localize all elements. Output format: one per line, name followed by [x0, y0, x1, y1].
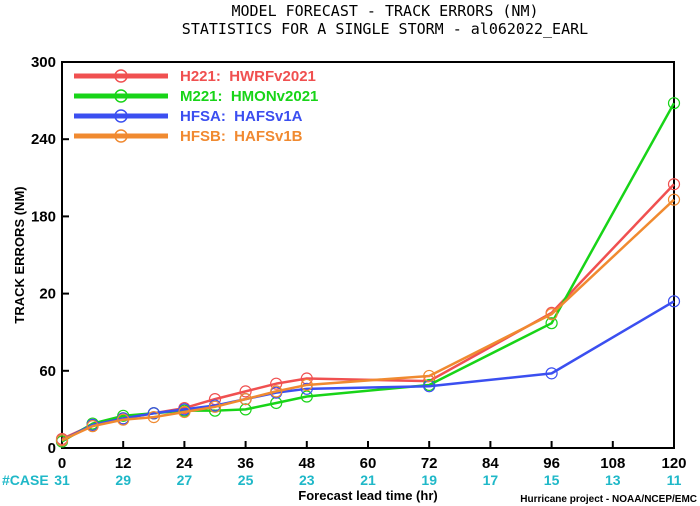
y-tick-label: 0 [48, 440, 56, 457]
y-tick-label: 60 [39, 363, 56, 380]
series-0 [55, 178, 681, 446]
legend-swatch-marker [114, 129, 128, 143]
series-line [61, 198, 675, 442]
x-tick-label: 12 [115, 455, 132, 472]
case-count: 27 [177, 472, 193, 488]
data-point [667, 193, 681, 206]
x-tick-label: 36 [237, 455, 254, 472]
case-count: 29 [115, 472, 131, 488]
case-count: 19 [421, 472, 437, 488]
y-axis: 0 60 20 180 240 300 [31, 54, 69, 457]
series-1 [55, 97, 681, 448]
legend-entry: H221: HWRFv2021 [74, 68, 316, 85]
legend-swatch-marker [114, 89, 128, 103]
legend: H221: HWRFv2021 M221: HMONv2021 HFSA: HAFS… [74, 68, 318, 145]
data-point [545, 308, 558, 321]
legend-label: HFSB: HAFSv1B [180, 128, 303, 145]
y-tick-label: 240 [31, 131, 56, 148]
data-point [270, 385, 283, 398]
case-count: 31 [54, 472, 70, 488]
legend-swatch-marker [114, 109, 128, 123]
legend-label: M221: HMONv2021 [180, 88, 318, 105]
data-point [545, 367, 558, 380]
y-axis-label: TRACK ERRORS (NM) [12, 186, 27, 323]
x-tick-label: 108 [600, 455, 625, 472]
data-point [55, 434, 69, 447]
data-point [239, 385, 252, 398]
data-point [423, 380, 436, 393]
series-3 [55, 193, 681, 447]
data-point [270, 377, 283, 390]
data-point [300, 382, 313, 395]
case-count: 17 [483, 472, 499, 488]
case-count: 13 [605, 472, 621, 488]
series-layer [55, 97, 681, 448]
series-line [61, 102, 676, 443]
series-line [61, 183, 675, 441]
legend-entry: HFSB: HAFSv1B [74, 128, 303, 145]
legend-entry: M221: HMONv2021 [74, 88, 318, 105]
data-point [423, 369, 436, 383]
data-point [208, 400, 222, 413]
data-point [147, 411, 160, 424]
x-tick-label: 48 [298, 455, 315, 472]
data-point [239, 403, 252, 416]
case-counts: 31 29 27 25 23 21 19 17 15 13 11 [54, 472, 681, 488]
data-point [86, 420, 99, 433]
data-point [667, 97, 681, 110]
chart-subtitle: STATISTICS FOR A SINGLE STORM - al062022… [182, 20, 588, 38]
case-count: 11 [667, 472, 682, 488]
x-axis: 0 12 24 36 48 60 72 84 96 108 120 [58, 441, 687, 472]
data-point [117, 413, 130, 426]
legend-entry: HFSA: HAFSv1A [74, 108, 303, 125]
data-point [667, 295, 681, 308]
legend-label: HFSA: HAFSv1A [180, 108, 303, 125]
data-point [545, 317, 558, 330]
x-tick-label: 60 [360, 455, 377, 472]
data-point [239, 393, 252, 406]
data-point [667, 178, 681, 191]
case-count: 21 [360, 472, 376, 488]
y-tick-label: 300 [31, 54, 56, 71]
x-axis-label: Forecast lead time (hr) [298, 488, 437, 503]
credit-text: Hurricane project - NOAA/NCEP/EMC [520, 494, 697, 505]
series-line [61, 300, 675, 442]
x-tick-label: 96 [543, 455, 560, 472]
x-tick-label: 24 [176, 455, 193, 472]
case-count: 25 [238, 472, 254, 488]
chart-title: MODEL FORECAST - TRACK ERRORS (NM) [231, 2, 538, 20]
data-point [147, 407, 160, 420]
case-count: 23 [299, 472, 315, 488]
legend-label: H221: HWRFv2021 [180, 68, 316, 85]
y-tick-label: 180 [31, 208, 56, 225]
data-point [178, 405, 191, 419]
case-label: #CASE [2, 472, 49, 488]
x-tick-label: 120 [661, 455, 686, 472]
case-count: 15 [544, 472, 560, 488]
x-tick-label: 84 [482, 455, 499, 472]
data-point [300, 378, 313, 392]
y-tick-label: 20 [39, 286, 56, 303]
x-tick-label: 0 [58, 455, 66, 472]
x-tick-label: 72 [421, 455, 438, 472]
series-2 [55, 295, 681, 447]
legend-swatch-marker [114, 69, 128, 83]
